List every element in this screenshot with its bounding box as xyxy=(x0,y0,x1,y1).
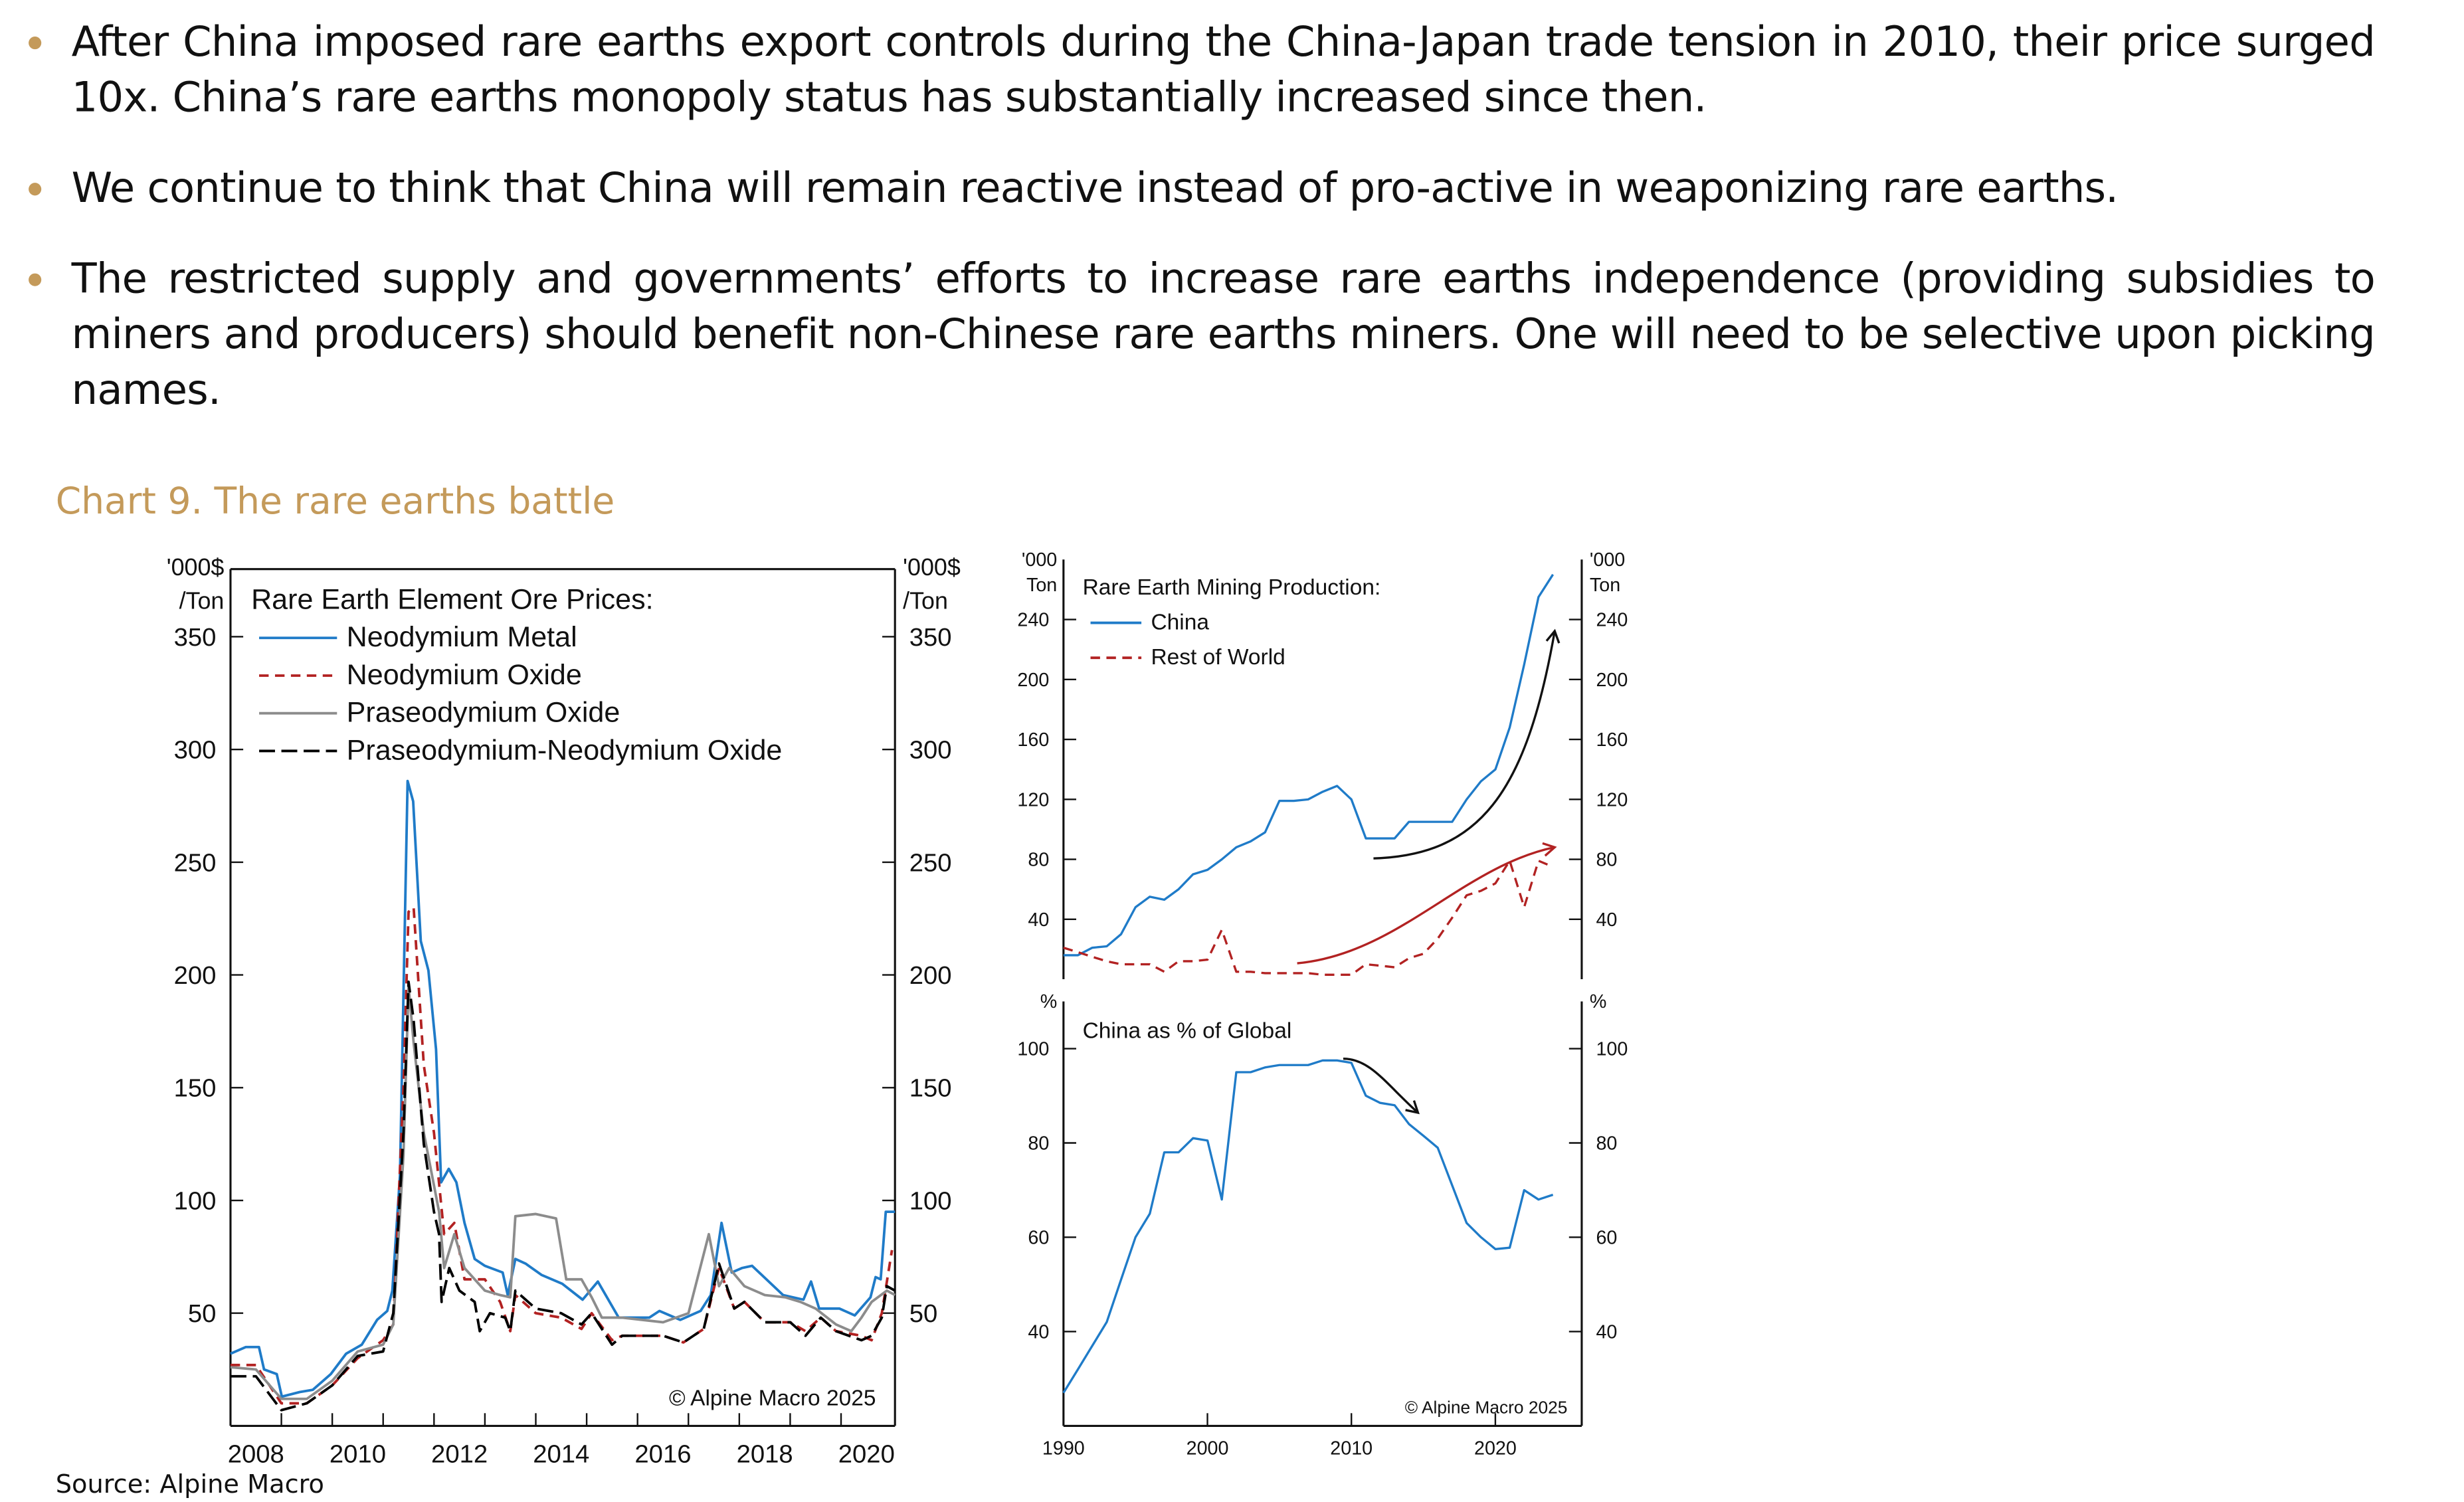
y-tick-label-right: 80 xyxy=(1596,1133,1617,1155)
y-tick-label-left: 300 xyxy=(174,736,217,765)
legend-label: China xyxy=(1151,610,1209,635)
x-tick-label: 1990 xyxy=(1042,1438,1085,1459)
y-tick-label-right: 40 xyxy=(1596,909,1617,931)
series-line-neodymium-oxide xyxy=(230,905,894,1405)
bullet-dot-icon xyxy=(29,183,42,196)
y-axis-unit-right: Ton xyxy=(1590,575,1620,596)
y-axis-unit-left: '000$ xyxy=(167,554,225,581)
x-tick-label: 2016 xyxy=(634,1440,691,1468)
y-tick-label-left: 200 xyxy=(174,961,217,990)
x-tick-label: 2020 xyxy=(838,1440,895,1468)
y-tick-label-left: 80 xyxy=(1028,1133,1049,1155)
y-tick-label-right: 160 xyxy=(1596,729,1628,751)
y-axis-unit-left: '000 xyxy=(1022,549,1057,571)
y-tick-label-left: 160 xyxy=(1017,729,1049,751)
y-tick-label-left: 80 xyxy=(1028,850,1049,871)
y-tick-label-right: 300 xyxy=(909,736,952,765)
x-tick-label: 2010 xyxy=(330,1440,386,1468)
y-axis-unit-right: /Ton xyxy=(903,587,948,614)
legend-label: Neodymium Metal xyxy=(347,621,577,653)
chart-china-share: 40 40 60 60 80 80 100 100% % 1990 2000 2010 2020 Chin… xyxy=(1017,991,1628,1459)
y-tick-label-right: 60 xyxy=(1596,1228,1617,1249)
legend-label: Praseodymium-Neodymium Oxide xyxy=(347,734,783,766)
copyright-note: © Alpine Macro 2025 xyxy=(669,1386,876,1410)
y-tick-label-left: 120 xyxy=(1017,789,1049,810)
y-tick-label-right: 150 xyxy=(909,1074,952,1103)
x-tick-label: 2014 xyxy=(533,1440,589,1468)
y-tick-label-left: 250 xyxy=(174,848,217,877)
series-line-rest-of-world xyxy=(1063,860,1554,977)
trend-arrow-share xyxy=(1343,1057,1420,1115)
series-line-china-share xyxy=(1062,1059,1554,1394)
x-tick-label: 2018 xyxy=(737,1440,793,1468)
y-axis-unit-left: /Ton xyxy=(179,587,225,614)
y-tick-label-left: 200 xyxy=(1017,670,1049,691)
y-axis-unit-right: '000$ xyxy=(903,554,961,581)
y-tick-label-left: 50 xyxy=(188,1299,217,1328)
y-tick-label-left: 40 xyxy=(1028,909,1049,931)
legend-label: Neodymium Oxide xyxy=(347,659,582,691)
legend-title: Rare Earth Element Ore Prices: xyxy=(251,583,653,615)
bullet-item: The restricted supply and governments’ e… xyxy=(29,252,2376,419)
y-axis-unit-left: Ton xyxy=(1026,575,1057,596)
y-tick-label-left: 100 xyxy=(174,1186,217,1215)
y-tick-label-left: 60 xyxy=(1028,1228,1049,1249)
y-axis-unit-right: % xyxy=(1590,991,1607,1012)
trend-arrow-rest-of-world xyxy=(1297,842,1557,965)
bullet-text: We continue to think that China will rem… xyxy=(71,165,2119,213)
y-tick-label-right: 100 xyxy=(909,1186,952,1215)
y-tick-label-right: 80 xyxy=(1596,850,1617,871)
legend-title: Rare Earth Mining Production: xyxy=(1083,575,1381,600)
y-tick-label-right: 200 xyxy=(1596,670,1628,691)
bullet-item: We continue to think that China will rem… xyxy=(29,162,2375,218)
y-tick-label-right: 240 xyxy=(1596,610,1628,631)
series-line-china xyxy=(1063,573,1555,957)
y-tick-label-right: 40 xyxy=(1596,1322,1617,1343)
source-note: Source: Alpine Macro xyxy=(55,1469,324,1499)
y-tick-label-left: 350 xyxy=(174,623,217,652)
y-tick-label-left: 240 xyxy=(1017,610,1049,631)
panel-title: China as % of Global xyxy=(1083,1019,1292,1044)
series-line-praseodymium-neodymium-oxide xyxy=(230,980,896,1412)
x-tick-label: 2000 xyxy=(1186,1438,1229,1459)
x-tick-label: 2020 xyxy=(1474,1438,1517,1459)
legend-label: Praseodymium Oxide xyxy=(347,697,620,729)
x-tick-label: 2010 xyxy=(1330,1438,1373,1459)
y-tick-label-left: 100 xyxy=(1017,1039,1049,1060)
y-tick-label-right: 100 xyxy=(1596,1039,1628,1060)
series-line-neodymium-metal xyxy=(230,779,896,1398)
y-tick-label-left: 150 xyxy=(174,1074,217,1103)
series-line-praseodymium-oxide xyxy=(230,985,896,1400)
chart-mining-production: 40 40 80 80 120 120 160 160 200 200 240 240 '000 Ton '… xyxy=(1017,549,1628,980)
x-tick-label: 2012 xyxy=(431,1440,488,1468)
bullet-dot-icon xyxy=(29,273,42,286)
bullet-item: After China imposed rare earths export c… xyxy=(29,16,2376,128)
y-tick-label-right: 350 xyxy=(909,623,952,652)
bullet-list: After China imposed rare earths export c… xyxy=(29,16,2376,454)
trend-arrow-china xyxy=(1373,628,1561,860)
y-axis-unit-left: % xyxy=(1040,991,1058,1012)
x-tick-label: 2008 xyxy=(228,1440,284,1468)
y-tick-label-right: 200 xyxy=(909,961,952,990)
bullet-text: After China imposed rare earths export c… xyxy=(71,19,2376,123)
copyright-note: © Alpine Macro 2025 xyxy=(1405,1397,1568,1417)
bullet-dot-icon xyxy=(29,37,42,50)
bullet-text: The restricted supply and governments’ e… xyxy=(71,256,2376,415)
y-tick-label-left: 40 xyxy=(1028,1322,1049,1343)
y-tick-label-right: 50 xyxy=(909,1299,938,1328)
y-tick-label-right: 120 xyxy=(1596,789,1628,810)
y-tick-label-right: 250 xyxy=(909,848,952,877)
y-axis-unit-right: '000 xyxy=(1590,549,1625,571)
legend-label: Rest of World xyxy=(1151,645,1285,670)
chart-ore-prices: 50 50 100 100 150 150 200 200 250 250 300 300 350 350… xyxy=(167,554,961,1468)
chart-title: Chart 9. The rare earths battle xyxy=(55,482,615,523)
